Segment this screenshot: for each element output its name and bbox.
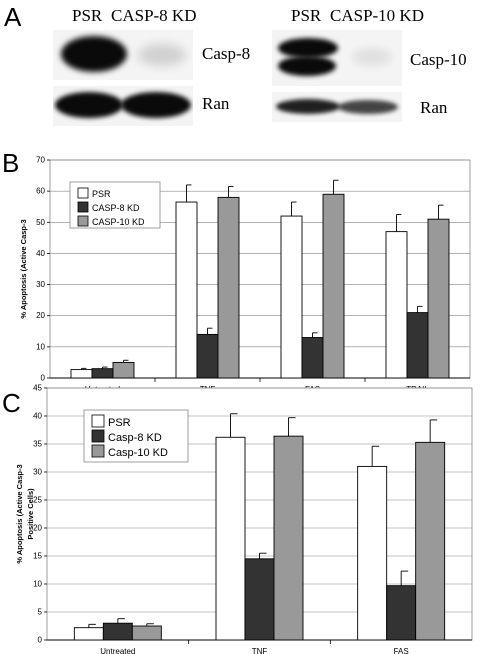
chart-c-legend-label: PSR	[108, 417, 131, 429]
casp10-band-psr-upper	[278, 38, 338, 58]
ran-label-right: Ran	[420, 98, 448, 117]
chart-c-legend-swatch	[91, 444, 105, 458]
casp10-band-kd	[352, 48, 392, 66]
chart-c-ytick-label: 5	[38, 608, 43, 617]
panel-b-letter: B	[2, 148, 20, 178]
chart-c-ylabel: Positive Cells)	[26, 488, 35, 540]
chart-c-xtick-label: TNF	[252, 647, 268, 654]
lane-label-psr-right: PSR	[291, 6, 322, 25]
chart-c-bar	[73, 627, 104, 641]
chart-c-ytick-label: 25	[33, 496, 42, 505]
casp8-band-psr	[61, 36, 127, 72]
ran-label-left: Ran	[202, 94, 230, 113]
casp8-blot	[53, 30, 193, 80]
chart-c-bar	[357, 465, 388, 641]
chart-b-ytick-label: 40	[36, 249, 45, 258]
chart-b-legend-swatch	[77, 187, 89, 199]
panel-a-letter: A	[4, 2, 22, 32]
chart-b-legend-label: CASP-8 KD	[92, 203, 140, 213]
chart-b-ytick-label: 0	[41, 374, 46, 383]
casp8-label: Casp-8	[202, 44, 251, 63]
chart-c-legend-swatch	[91, 429, 105, 443]
ran-band-right-kd	[338, 100, 398, 114]
chart-b-ytick-label: 50	[36, 218, 45, 227]
casp8-band-kd	[138, 44, 186, 66]
lane-label-casp8kd: CASP-8 KD	[111, 6, 197, 25]
chart-c-bar	[102, 622, 133, 641]
chart-c-bar	[273, 435, 304, 641]
chart-b-ytick-label: 70	[36, 156, 45, 165]
ran-band-right-psr	[276, 99, 340, 114]
chart-b-legend-swatch	[77, 201, 89, 213]
ran-band-left-kd	[121, 92, 191, 118]
chart-c-ylabel: % Apoptosis (Active Casp-3	[15, 464, 24, 563]
chart-c-ytick-label: 0	[38, 636, 43, 645]
chart-b-legend-swatch	[77, 215, 89, 227]
chart-c-legend-label: Casp-8 KD	[108, 432, 162, 444]
ran-band-left-psr	[55, 92, 123, 118]
chart-c-bar	[215, 436, 246, 641]
chart-c-ytick-label: 20	[33, 524, 42, 533]
ran-blot-right	[272, 92, 402, 122]
chart-c-bar	[415, 441, 446, 641]
chart-b-ytick-label: 20	[36, 311, 45, 320]
chart-c-xtick-label: Untreated	[100, 647, 135, 654]
chart-c-legend-swatch	[91, 414, 105, 428]
chart-b-legend-label: PSR	[92, 189, 111, 199]
chart-b-ytick-label: 10	[36, 342, 45, 351]
chart-b-ytick-label: 30	[36, 280, 45, 289]
chart-c-ytick-label: 15	[33, 552, 42, 561]
chart-c-ytick-label: 45	[33, 384, 42, 393]
chart-c-ytick-label: 10	[33, 580, 42, 589]
lane-label-casp10kd: CASP-10 KD	[330, 6, 424, 25]
chart-b-legend-label: CASP-10 KD	[92, 217, 145, 227]
chart-b-ytick-label: 60	[36, 187, 45, 196]
chart-c-bar	[244, 558, 275, 641]
panel-c-letter: C	[2, 388, 21, 418]
casp10-label: Casp-10	[410, 50, 467, 69]
chart-c-ytick-label: 30	[33, 468, 42, 477]
chart-c-ytick-label: 40	[33, 412, 42, 421]
chart-c-xtick-label: FAS	[394, 647, 409, 654]
casp10-band-psr-lower	[278, 56, 336, 76]
lane-label-psr-left: PSR	[72, 6, 103, 25]
chart-c-bar	[386, 585, 417, 641]
chart-c-ytick-label: 35	[33, 440, 42, 449]
casp10-blot	[272, 30, 402, 86]
chart-c-legend-label: Casp-10 KD	[108, 447, 168, 459]
chart-c-bar	[131, 625, 162, 641]
ran-blot-left	[53, 86, 193, 126]
chart-b-ylabel: % Apoptosis (Active Casp-3	[19, 219, 28, 318]
